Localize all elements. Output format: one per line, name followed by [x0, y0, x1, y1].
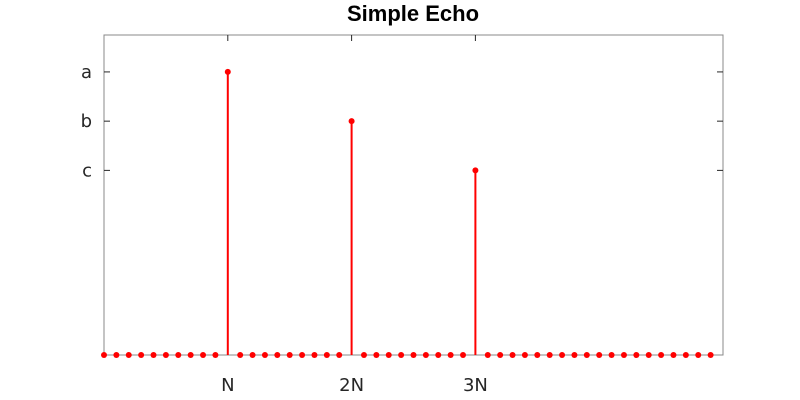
- y-tick-label: c: [82, 160, 92, 181]
- stem-marker: [187, 352, 194, 358]
- y-tick-label: b: [81, 111, 92, 132]
- stem-marker: [534, 352, 541, 358]
- stem-marker: [633, 352, 640, 358]
- stem-marker: [113, 352, 120, 358]
- stem-marker: [583, 352, 590, 358]
- x-tick-label: 3N: [463, 375, 488, 396]
- stem-marker: [497, 352, 504, 358]
- stem-marker: [348, 118, 355, 125]
- stem-marker: [311, 352, 318, 358]
- plot-area-frame: [103, 34, 724, 356]
- stem-marker: [249, 352, 256, 358]
- stem-marker: [398, 352, 405, 358]
- stem-marker: [460, 352, 467, 358]
- stem-marker: [373, 352, 380, 358]
- stem-marker: [670, 352, 677, 358]
- stem-marker: [447, 352, 454, 358]
- stem-marker: [261, 352, 268, 358]
- stem-marker: [286, 352, 293, 358]
- x-tick-label: 2N: [339, 375, 364, 396]
- stem-marker: [200, 352, 207, 358]
- y-tick-label: a: [81, 62, 92, 83]
- stem-marker: [237, 352, 244, 358]
- stem-marker: [150, 352, 157, 358]
- stem-marker: [695, 352, 702, 358]
- x-tick-label: N: [221, 375, 234, 396]
- stem-marker: [422, 352, 429, 358]
- stem-marker: [559, 352, 566, 358]
- stem-marker: [336, 352, 343, 358]
- stem-marker: [707, 352, 714, 358]
- stem-marker: [410, 352, 417, 358]
- stem-marker: [509, 352, 516, 358]
- stem-marker: [323, 352, 330, 358]
- chart-title: Simple Echo: [347, 1, 479, 26]
- stem-marker: [484, 352, 491, 358]
- stem-marker: [596, 352, 603, 358]
- stem-marker: [138, 352, 145, 358]
- stem-marker: [472, 167, 479, 174]
- stem-marker: [435, 352, 442, 358]
- stem-marker: [682, 352, 689, 358]
- stem-marker: [274, 352, 281, 358]
- stem-series: [101, 68, 714, 358]
- stem-marker: [125, 352, 132, 358]
- stem-marker: [546, 352, 553, 358]
- stem-marker: [385, 352, 392, 358]
- stem-marker: [299, 352, 306, 358]
- stem-marker: [645, 352, 652, 358]
- stem-marker: [658, 352, 665, 358]
- x-ticks: N 2N 3N: [221, 35, 488, 396]
- stem-marker: [360, 352, 367, 358]
- y-ticks: c b a: [81, 62, 723, 181]
- stem-marker: [521, 352, 528, 358]
- stem-marker: [175, 352, 182, 358]
- stem-marker: [620, 352, 627, 358]
- stem-marker: [608, 352, 615, 358]
- stem-marker: [224, 68, 231, 75]
- stem-marker: [571, 352, 578, 358]
- stem-marker: [101, 352, 107, 358]
- stem-marker: [212, 352, 219, 358]
- stem-marker: [162, 352, 169, 358]
